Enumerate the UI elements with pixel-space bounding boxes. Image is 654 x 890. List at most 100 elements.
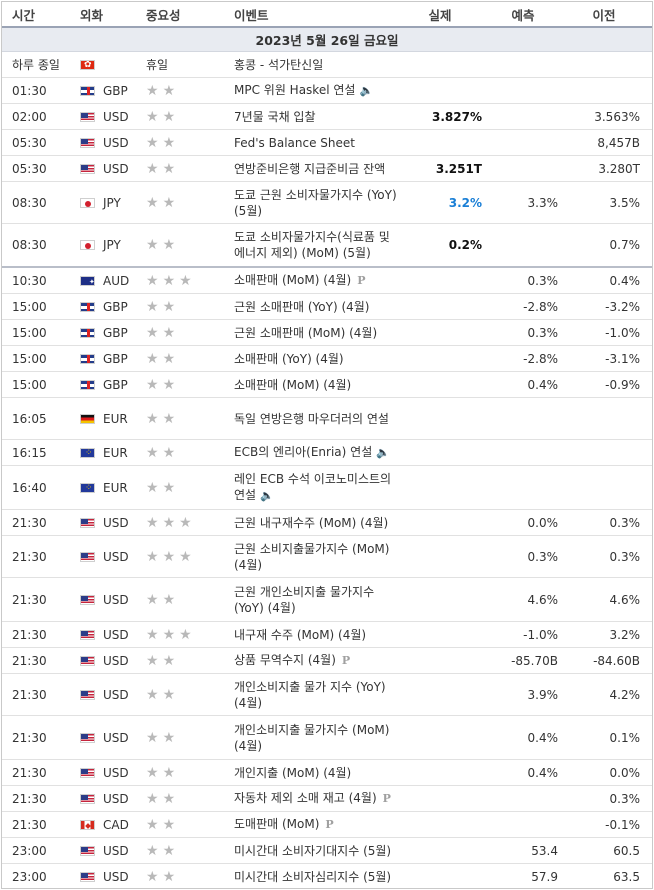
event-title[interactable]: ECB의 엔리아(Enria) 연설 🔈 xyxy=(234,445,390,459)
event-title[interactable]: 소매판매 (YoY) (4월) xyxy=(234,351,344,366)
event-name[interactable]: 개인소비지출 물가지수 (MoM) (4월) xyxy=(224,716,398,759)
table-row[interactable]: 21:30 USD ★ ★ 개인소비지출 물가지수 (MoM) (4월) 0.4% 0.1% xyxy=(2,716,652,760)
header-previous[interactable]: 이전 xyxy=(592,7,616,23)
event-name[interactable]: 내구재 수주 (MoM) (4월) xyxy=(224,622,398,647)
event-title[interactable]: 근원 개인소비지출 물가지수 (YoY) (4월) xyxy=(234,584,375,615)
event-title[interactable]: 독일 연방은행 마우더러의 연설 xyxy=(234,411,389,426)
table-row[interactable]: 08:30 JPY ★ ★ 도쿄 소비자물가지수(식료품 및 에너지 제외) (MoM)… xyxy=(2,224,652,268)
event-name[interactable]: 자동차 제외 소매 재고 (4월) P xyxy=(224,786,398,811)
table-row[interactable]: 23:00 USD ★ ★ 미시간대 소비자기대지수 (5월) 53.4 60.5 xyxy=(2,838,652,864)
currency-code: USD xyxy=(103,687,129,702)
event-name[interactable]: 근원 개인소비지출 물가지수 (YoY) (4월) xyxy=(224,578,398,621)
table-row[interactable]: 21:30 USD ★ ★ ★ 내구재 수주 (MoM) (4월) -1.0% 3.2% xyxy=(2,622,652,648)
event-title[interactable]: 개인소비지출 물가지수 (MoM) (4월) xyxy=(234,722,390,753)
event-name[interactable]: 연방준비은행 지급준비금 잔액 xyxy=(224,156,398,181)
event-title[interactable]: 7년물 국채 입찰 xyxy=(234,109,316,124)
event-name[interactable]: 상품 무역수지 (4월) P xyxy=(224,648,398,673)
event-importance: ★ ★ ★ xyxy=(136,622,224,647)
event-title[interactable]: 연방준비은행 지급준비금 잔액 xyxy=(234,161,386,176)
table-row[interactable]: 21:30 USD ★ ★ 자동차 제외 소매 재고 (4월) P 0.3% xyxy=(2,786,652,812)
event-name[interactable]: 개인소비지출 물가 지수 (YoY) (4월) xyxy=(224,674,398,715)
table-row[interactable]: 하루 종일 휴일 홍콩 - 석가탄신일 xyxy=(2,52,652,78)
event-title[interactable]: 자동차 제외 소매 재고 (4월) P xyxy=(234,791,391,805)
table-row[interactable]: 10:30AUD★★★소매판매 (MoM) (4월)P0.3%0.4% xyxy=(2,268,652,294)
event-name[interactable]: 근원 소매판매 (MoM) (4월) xyxy=(224,320,398,345)
table-row[interactable]: 21:30 USD ★ ★ ★ 근원 소비지출물가지수 (MoM) (4월) 0.3% 0.3… xyxy=(2,536,652,578)
event-title[interactable]: 근원 소비지출물가지수 (MoM) (4월) xyxy=(234,541,390,572)
header-actual[interactable]: 실제 xyxy=(428,7,452,23)
event-title[interactable]: MPC 위원 Haskel 연설 🔈 xyxy=(234,83,374,97)
event-time: 02:00 xyxy=(12,109,47,124)
event-title[interactable]: 도쿄 근원 소비자물가지수 (YoY) (5월) xyxy=(234,187,397,218)
event-name[interactable]: 소매판매 (YoY) (4월) xyxy=(224,346,398,371)
event-name[interactable]: 7년물 국채 입찰 xyxy=(224,104,398,129)
table-row[interactable]: 01:30 GBP ★ ★ MPC 위원 Haskel 연설 🔈 xyxy=(2,78,652,104)
event-name[interactable]: 근원 소매판매 (YoY) (4월) xyxy=(224,294,398,319)
table-row[interactable]: 16:15 EUR ★★ ECB의 엔리아(Enria) 연설🔈 xyxy=(2,440,652,466)
event-title[interactable]: 근원 소매판매 (YoY) (4월) xyxy=(234,299,370,314)
star-icon: ★ xyxy=(146,376,159,393)
event-forecast xyxy=(488,466,568,509)
event-title[interactable]: 홍콩 - 석가탄신일 xyxy=(234,57,324,72)
event-title[interactable]: 도쿄 소비자물가지수(식료품 및 에너지 제외) (MoM) (5월) xyxy=(234,230,390,260)
speaker-icon[interactable]: 🔈 xyxy=(359,84,374,97)
header-forecast[interactable]: 예측 xyxy=(511,7,535,23)
header-importance[interactable]: 중요성 xyxy=(146,7,181,23)
table-row[interactable]: 05:30 USD ★ ★ Fed's Balance Sheet 8,457B xyxy=(2,130,652,156)
table-row[interactable]: 16:05 EUR ★ ★ 독일 연방은행 마우더러의 연설 xyxy=(2,398,652,440)
event-title[interactable]: 개인소비지출 물가 지수 (YoY) (4월) xyxy=(234,679,386,710)
table-row[interactable]: 21:30 USD ★ ★ 개인소비지출 물가 지수 (YoY) (4월) 3.9% 4.2… xyxy=(2,674,652,716)
event-forecast: 0.4% xyxy=(527,765,559,780)
table-row[interactable]: 21:30 USD ★ ★ 상품 무역수지 (4월) P -85.70B -84.60B xyxy=(2,648,652,674)
event-name[interactable]: 도쿄 근원 소비자물가지수 (YoY) (5월) xyxy=(224,182,398,223)
event-title[interactable]: 상품 무역수지 (4월) P xyxy=(234,653,351,667)
event-title[interactable]: 레인 ECB 수석 이코노미스트의 연설 🔈 xyxy=(234,472,392,502)
table-row[interactable]: 15:00 GBP ★ ★ 소매판매 (YoY) (4월) -2.8% -3.1% xyxy=(2,346,652,372)
event-name[interactable]: 소매판매 (MoM) (4월) xyxy=(224,372,398,397)
event-title[interactable]: 개인지출 (MoM) (4월) xyxy=(234,765,352,780)
event-title[interactable]: 소매판매 (MoM) (4월) xyxy=(234,377,352,392)
event-name[interactable]: Fed's Balance Sheet xyxy=(224,130,398,155)
event-name[interactable]: 레인 ECB 수석 이코노미스트의 연설 🔈 xyxy=(224,466,398,509)
table-row[interactable]: 21:30 CAD ★ ★ 도매판매 (MoM) P -0.1% xyxy=(2,812,652,838)
event-name[interactable]: 근원 소비지출물가지수 (MoM) (4월) xyxy=(224,536,398,577)
table-row[interactable]: 02:00 USD ★ ★ 7년물 국채 입찰 3.827% 3.563% xyxy=(2,104,652,130)
event-title[interactable]: 소매판매 (MoM) (4월) P xyxy=(234,273,366,287)
speaker-icon[interactable]: 🔈 xyxy=(376,446,390,459)
table-row[interactable]: 21:30 USD ★ ★ 근원 개인소비지출 물가지수 (YoY) (4월) 4.6% 4… xyxy=(2,578,652,622)
event-title[interactable]: 내구재 수주 (MoM) (4월) xyxy=(234,627,367,642)
event-title[interactable]: 미시간대 소비자기대지수 (5월) xyxy=(234,843,392,858)
table-row[interactable]: 21:30 USD ★ ★ 개인지출 (MoM) (4월) 0.4% 0.0% xyxy=(2,760,652,786)
event-forecast xyxy=(488,78,568,103)
table-row[interactable]: 21:30 USD ★ ★ ★ 근원 내구재수주 (MoM) (4월) 0.0% 0.3% xyxy=(2,510,652,536)
star-icon: ★ xyxy=(179,514,192,531)
event-title[interactable]: 도매판매 (MoM) P xyxy=(234,817,334,831)
header-time[interactable]: 시간 xyxy=(12,7,36,23)
event-name[interactable]: 개인지출 (MoM) (4월) xyxy=(224,760,398,785)
table-row[interactable]: 15:00 GBP ★ ★ 근원 소매판매 (YoY) (4월) -2.8% -3.2% xyxy=(2,294,652,320)
table-row[interactable]: 05:30 USD ★ ★ 연방준비은행 지급준비금 잔액 3.251T 3.280T xyxy=(2,156,652,182)
event-title[interactable]: 미시간대 소비자심리지수 (5월) xyxy=(234,869,392,884)
header-currency[interactable]: 외화 xyxy=(80,7,104,23)
header-event[interactable]: 이벤트 xyxy=(234,7,269,23)
event-name[interactable]: MPC 위원 Haskel 연설 🔈 xyxy=(224,78,398,103)
event-name[interactable]: 미시간대 소비자심리지수 (5월) xyxy=(224,864,398,888)
event-time: 16:40 xyxy=(12,480,47,495)
event-name[interactable]: 근원 내구재수주 (MoM) (4월) xyxy=(224,510,398,535)
table-row[interactable]: 16:40 EUR ★★ 레인 ECB 수석 이코노미스트의 연설🔈 xyxy=(2,466,652,510)
table-row[interactable]: 15:00 GBP ★ ★ 근원 소매판매 (MoM) (4월) 0.3% -1.0% xyxy=(2,320,652,346)
event-name[interactable]: 소매판매 (MoM) (4월) P xyxy=(224,268,398,293)
event-name[interactable]: ECB의 엔리아(Enria) 연설 🔈 xyxy=(224,440,398,465)
event-name[interactable]: 독일 연방은행 마우더러의 연설 xyxy=(224,398,398,439)
table-row[interactable]: 08:30 JPY ★ ★ 도쿄 근원 소비자물가지수 (YoY) (5월) 3.2% 3.… xyxy=(2,182,652,224)
event-name[interactable]: 도매판매 (MoM) P xyxy=(224,812,398,837)
event-title[interactable]: 근원 내구재수주 (MoM) (4월) xyxy=(234,515,389,530)
table-row[interactable]: 15:00 GBP ★ ★ 소매판매 (MoM) (4월) 0.4% -0.9% xyxy=(2,372,652,398)
speaker-icon[interactable]: 🔈 xyxy=(260,489,274,502)
event-name[interactable]: 미시간대 소비자기대지수 (5월) xyxy=(224,838,398,863)
event-title[interactable]: Fed's Balance Sheet xyxy=(234,135,355,150)
table-row[interactable]: 23:00 USD ★ ★ 미시간대 소비자심리지수 (5월) 57.9 63.5 xyxy=(2,864,652,888)
event-name[interactable]: 도쿄 소비자물가지수(식료품 및 에너지 제외) (MoM) (5월) xyxy=(224,224,398,266)
event-name[interactable]: 홍콩 - 석가탄신일 xyxy=(224,52,398,77)
event-title[interactable]: 근원 소매판매 (MoM) (4월) xyxy=(234,325,378,340)
